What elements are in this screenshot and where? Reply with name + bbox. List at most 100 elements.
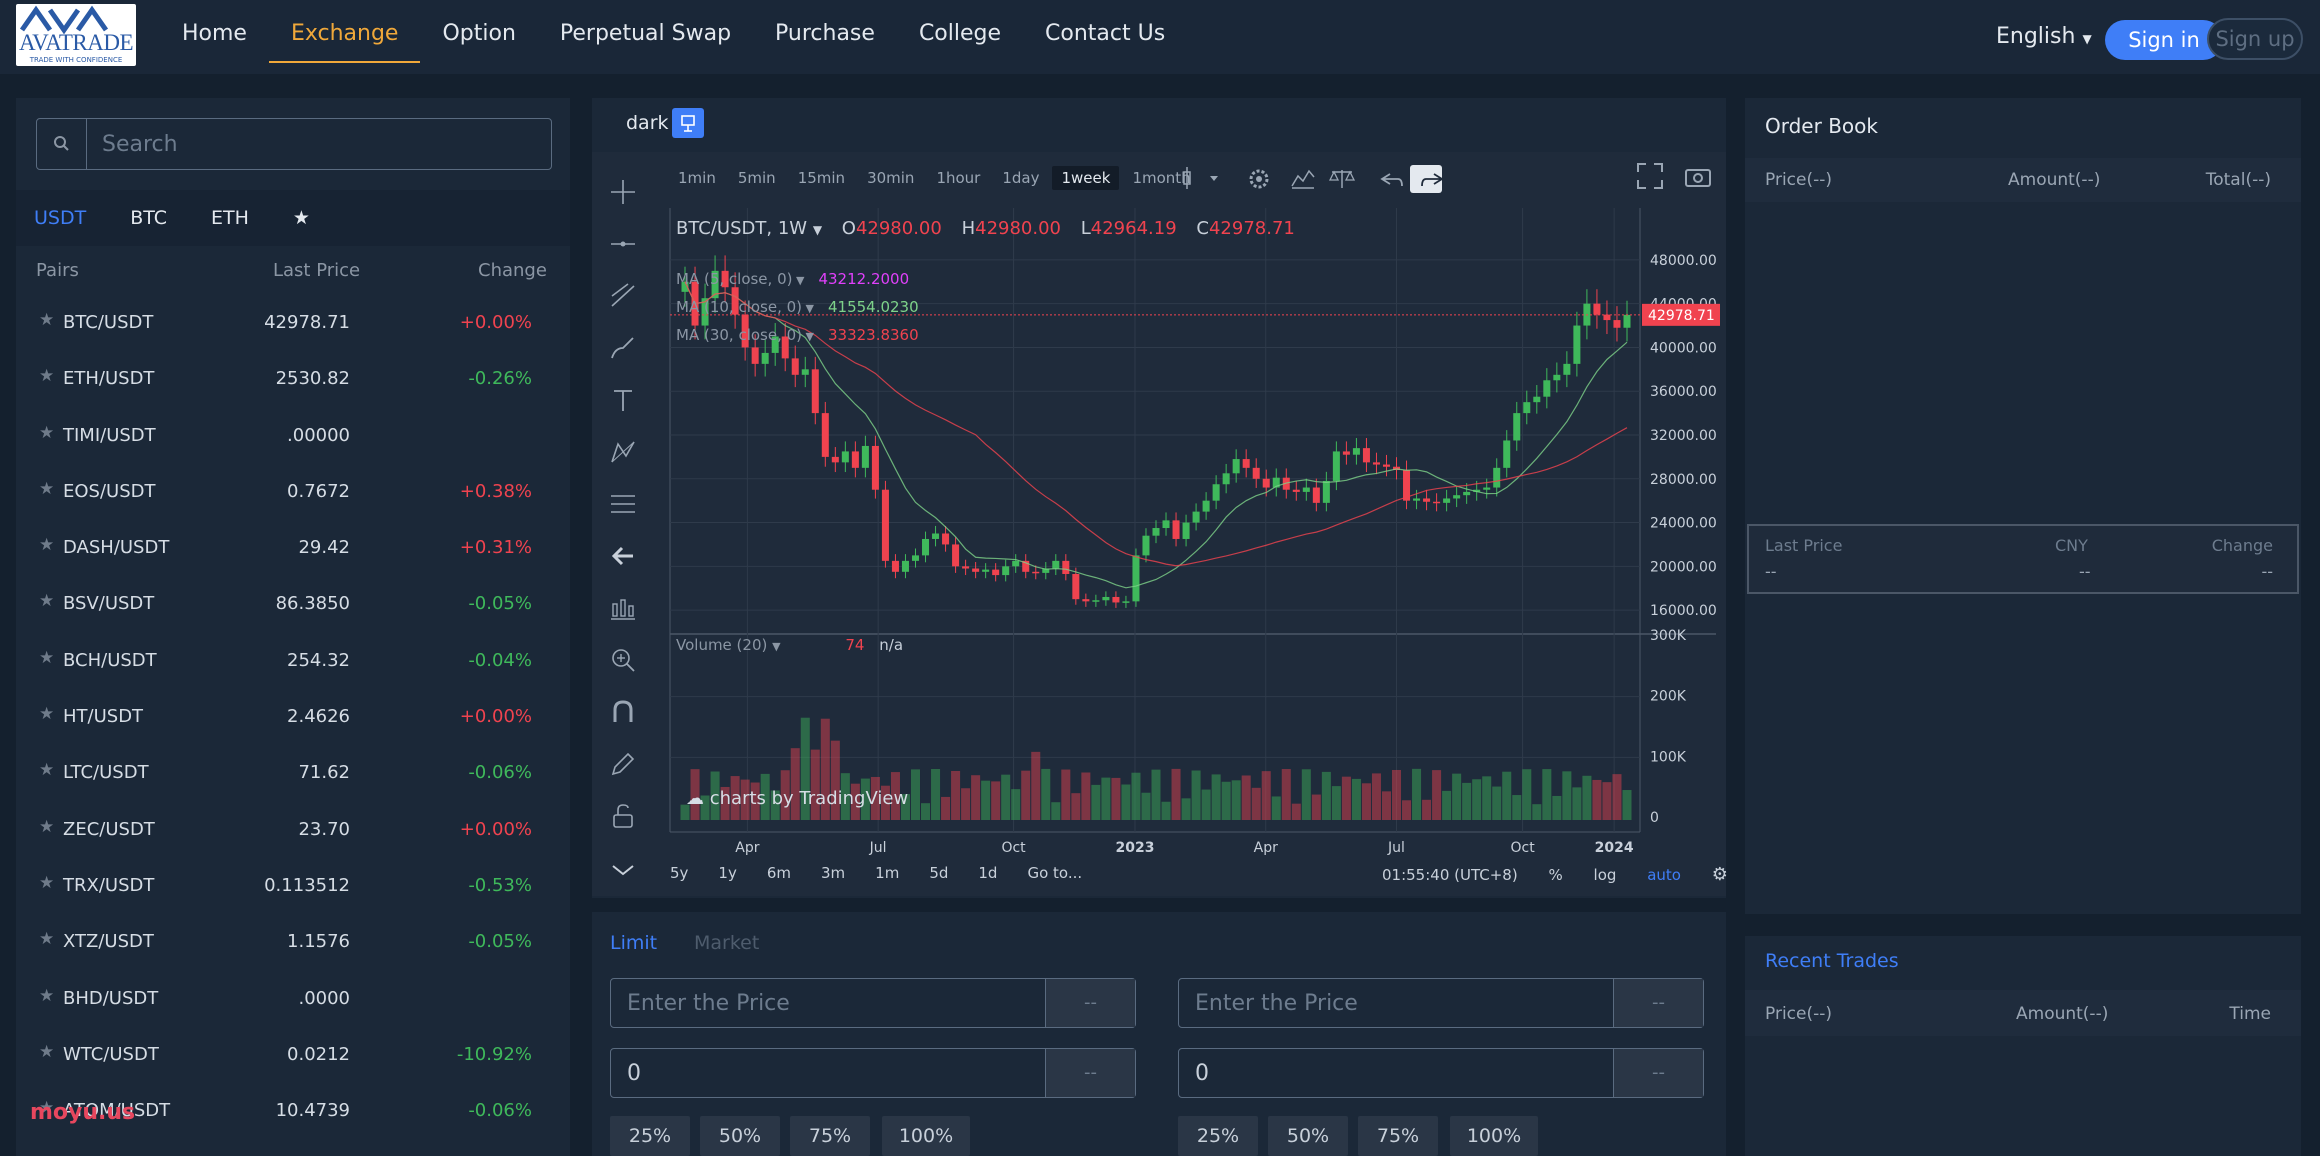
pair-row[interactable]: ★ EOS/USDT 0.7672 +0.38%: [16, 465, 570, 521]
interval-1month[interactable]: 1month: [1132, 169, 1191, 187]
fibonacci-tool-icon[interactable]: [600, 478, 646, 530]
range-1y[interactable]: 1y: [718, 864, 737, 882]
log-scale-toggle[interactable]: log: [1593, 866, 1617, 884]
ma-legend-row[interactable]: MA (5, close, 0) ▼ 43212.2000: [676, 270, 909, 288]
buy-percent-50-button[interactable]: 50%: [700, 1116, 780, 1156]
candle-type-icon[interactable]: [1183, 167, 1218, 189]
range-6m[interactable]: 6m: [766, 864, 791, 882]
favorite-star-icon[interactable]: ★: [39, 985, 55, 1006]
pair-row[interactable]: ★ ZEC/USDT 23.70 +0.00%: [16, 803, 570, 859]
sell-percent-25-button[interactable]: 25%: [1178, 1116, 1258, 1156]
pair-row[interactable]: ★ ETH/USDT 2530.82 -0.26%: [16, 352, 570, 408]
favorite-star-icon[interactable]: ★: [39, 478, 55, 499]
percent-scale-toggle[interactable]: %: [1548, 866, 1563, 884]
theme-toggle-icon[interactable]: [672, 108, 704, 138]
pair-row[interactable]: ★ DASH/USDT 29.42 +0.31%: [16, 521, 570, 577]
recent-trades-title[interactable]: Recent Trades: [1765, 950, 1899, 972]
favorite-star-icon[interactable]: ★: [39, 1041, 55, 1062]
range-5y[interactable]: 5y: [670, 864, 689, 882]
text-tool-icon[interactable]: [600, 374, 646, 426]
sell-percent-50-button[interactable]: 50%: [1268, 1116, 1348, 1156]
nav-purchase[interactable]: Purchase: [775, 21, 875, 46]
interval-1hour[interactable]: 1hour: [936, 169, 981, 187]
language-selector[interactable]: English ▼: [1996, 24, 2092, 49]
buy-percent-25-button[interactable]: 25%: [610, 1116, 690, 1156]
tradingview-chart[interactable]: 1min 5min 15min 30min 1hour 1day 1week 1month: [592, 152, 1728, 896]
sell-percent-100-button[interactable]: 100%: [1450, 1116, 1538, 1156]
redo-icon[interactable]: [1410, 165, 1444, 193]
auto-scale-toggle[interactable]: auto: [1647, 866, 1681, 884]
buy-percent-100-button[interactable]: 100%: [882, 1116, 970, 1156]
favorite-star-icon[interactable]: ★: [39, 872, 55, 893]
tab-market[interactable]: Market: [694, 932, 760, 954]
pair-row[interactable]: ★ TRX/USDT 0.113512 -0.53%: [16, 859, 570, 915]
nav-option[interactable]: Option: [442, 21, 516, 46]
zoom-in-icon[interactable]: [600, 634, 646, 686]
crosshair-tool-icon[interactable]: [600, 166, 646, 218]
favorite-star-icon[interactable]: ★: [39, 310, 55, 330]
buy-percent-75-button[interactable]: 75%: [790, 1116, 870, 1156]
interval-1day[interactable]: 1day: [1002, 169, 1040, 187]
sell-percent-75-button[interactable]: 75%: [1358, 1116, 1438, 1156]
indicators-icon[interactable]: [1291, 169, 1315, 189]
pair-row[interactable]: ★ BTC/USDT 42978.71 +0.00%: [16, 296, 570, 352]
horizontal-line-tool-icon[interactable]: [600, 218, 646, 270]
favorite-star-icon[interactable]: ★: [39, 647, 55, 668]
brush-tool-icon[interactable]: [600, 322, 646, 374]
favorite-star-icon[interactable]: ★: [39, 366, 55, 387]
favorites-tab[interactable]: ★: [292, 207, 310, 229]
favorite-star-icon[interactable]: ★: [39, 760, 55, 781]
pair-row[interactable]: ★ LTC/USDT 71.62 -0.06%: [16, 746, 570, 802]
search-input[interactable]: [88, 119, 551, 169]
pair-row[interactable]: ★ HT/USDT 2.4626 +0.00%: [16, 690, 570, 746]
sign-in-button[interactable]: Sign in: [2105, 20, 2223, 60]
favorite-star-icon[interactable]: ★: [39, 591, 55, 612]
pair-row[interactable]: ★ BSV/USDT 86.3850 -0.05%: [16, 577, 570, 633]
range-5d[interactable]: 5d: [929, 864, 949, 882]
tradingview-brand[interactable]: ☁ charts by TradingView: [686, 788, 908, 809]
chart-settings-gear-icon[interactable]: ⚙: [1711, 864, 1728, 885]
sell-amount-input[interactable]: [1179, 1049, 1613, 1097]
ma-legend-row[interactable]: MA (30, close, 0) ▼ 33323.8360: [676, 326, 919, 344]
favorite-star-icon[interactable]: ★: [39, 535, 55, 556]
volume-indicator-label[interactable]: Volume (20): [676, 636, 768, 654]
buy-amount-input[interactable]: [611, 1049, 1045, 1097]
range-1d[interactable]: 1d: [978, 864, 998, 882]
nav-exchange[interactable]: Exchange: [268, 0, 421, 66]
interval-1week[interactable]: 1week: [1052, 166, 1120, 190]
undo-icon[interactable]: [1380, 173, 1403, 187]
pair-row[interactable]: ★ XTZ/USDT 1.1576 -0.05%: [16, 915, 570, 971]
tab-usdt[interactable]: USDT: [34, 207, 87, 229]
interval-30min[interactable]: 30min: [867, 169, 915, 187]
range-3m[interactable]: 3m: [821, 864, 846, 882]
pair-row[interactable]: ★ TIMI/USDT .00000: [16, 409, 570, 465]
buy-price-input[interactable]: [611, 979, 1045, 1027]
sign-up-button[interactable]: Sign up: [2207, 18, 2303, 60]
favorite-star-icon[interactable]: ★: [39, 816, 55, 837]
tab-limit[interactable]: Limit: [610, 932, 658, 954]
compare-scale-icon[interactable]: [1328, 170, 1356, 188]
interval-15min[interactable]: 15min: [797, 169, 846, 187]
pair-row[interactable]: ★ WTC/USDT 0.0212 -10.92%: [16, 1028, 570, 1084]
interval-5min[interactable]: 5min: [737, 169, 776, 187]
fullscreen-icon[interactable]: [1637, 163, 1663, 189]
ma-legend-row[interactable]: MA (10, close, 0) ▼ 41554.0230: [676, 298, 919, 316]
favorite-star-icon[interactable]: ★: [39, 704, 55, 725]
pair-row[interactable]: ★ BCH/USDT 254.32 -0.04%: [16, 634, 570, 690]
trend-line-tool-icon[interactable]: [600, 270, 646, 322]
settings-gear-icon[interactable]: [1249, 169, 1269, 189]
tab-btc[interactable]: BTC: [130, 207, 168, 229]
chevron-down-icon[interactable]: [600, 842, 646, 894]
camera-icon[interactable]: [1685, 169, 1711, 187]
nav-perpetual-swap[interactable]: Perpetual Swap: [559, 21, 732, 46]
magnet-icon[interactable]: [600, 686, 646, 738]
edit-pencil-icon[interactable]: [600, 738, 646, 790]
symbol-label[interactable]: BTC/USDT, 1W: [676, 218, 808, 239]
tab-eth[interactable]: ETH: [211, 207, 249, 229]
favorite-star-icon[interactable]: ★: [39, 1098, 55, 1119]
favorite-star-icon[interactable]: ★: [39, 929, 55, 950]
forecast-tool-icon[interactable]: [600, 582, 646, 634]
nav-college[interactable]: College: [918, 21, 1002, 46]
sell-price-input[interactable]: [1179, 979, 1613, 1027]
nav-contact-us[interactable]: Contact Us: [1045, 21, 1166, 46]
